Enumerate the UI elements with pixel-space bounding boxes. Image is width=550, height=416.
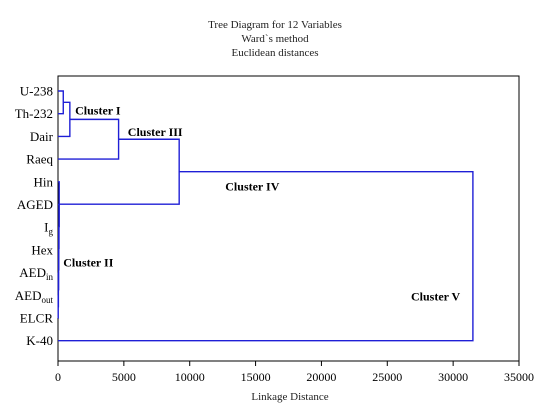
x-tick-label-15000: 15000 xyxy=(241,370,271,384)
link-m10 xyxy=(59,138,180,205)
x-axis-label: Linkage Distance xyxy=(251,391,328,403)
leaf-labels: U-238 Th-232 Dair Raeq Hin AGED Ig Hex AEDin AEDo… xyxy=(15,84,54,349)
x-tick-label-30000: 30000 xyxy=(438,370,468,384)
leaf-label-th232: Th-232 xyxy=(15,106,53,121)
link-m9 xyxy=(58,181,60,228)
x-tick-label-5000: 5000 xyxy=(112,370,136,384)
leaf-label-elcr: ELCR xyxy=(20,311,54,326)
x-tick-label-35000: 35000 xyxy=(504,370,534,384)
cluster-label-2: Cluster III xyxy=(128,125,183,139)
chart-title: Tree Diagram for 12 Variables xyxy=(208,19,342,31)
x-tick-label-10000: 10000 xyxy=(175,370,205,384)
leaf-label-raeq: Raeq xyxy=(26,152,53,167)
x-tick-label-20000: 20000 xyxy=(306,370,336,384)
cluster-label-3: Cluster IV xyxy=(225,179,279,193)
leaf-label-aedin: AEDin xyxy=(19,265,53,282)
chart-subtitle-distance: Euclidean distances xyxy=(231,47,318,59)
leaf-label-k40: K-40 xyxy=(26,333,53,348)
leaf-label-aged: AGED xyxy=(17,197,53,212)
x-tick-label-25000: 25000 xyxy=(372,370,402,384)
link-m11 xyxy=(58,170,474,342)
cluster-annotations: Cluster I Cluster III Cluster IV Cluster II… xyxy=(63,103,460,303)
x-tick-label-0: 0 xyxy=(55,370,61,384)
x-axis-ticks: 0 5000 10000 15000 20000 25000 30000 35000 xyxy=(55,361,534,384)
cluster-label-4: Cluster II xyxy=(63,255,113,269)
dendrogram-links xyxy=(57,90,474,342)
link-m1 xyxy=(58,90,64,115)
leaf-label-u238: U-238 xyxy=(20,84,53,99)
cluster-label-1: Cluster I xyxy=(75,103,121,117)
link-m3 xyxy=(58,118,120,160)
leaf-label-hin: Hin xyxy=(34,174,54,189)
leaf-label-hex: Hex xyxy=(31,242,53,257)
plot-frame xyxy=(57,75,520,362)
chart-subtitle-method: Ward`s method xyxy=(241,33,309,45)
chart-title-group: Tree Diagram for 12 Variables Ward`s met… xyxy=(208,19,342,59)
cluster-label-5: Cluster V xyxy=(411,289,461,303)
leaf-label-dair: Dair xyxy=(30,129,54,144)
leaf-label-aedout: AEDout xyxy=(15,288,54,305)
leaf-label-ig: Ig xyxy=(44,220,53,237)
